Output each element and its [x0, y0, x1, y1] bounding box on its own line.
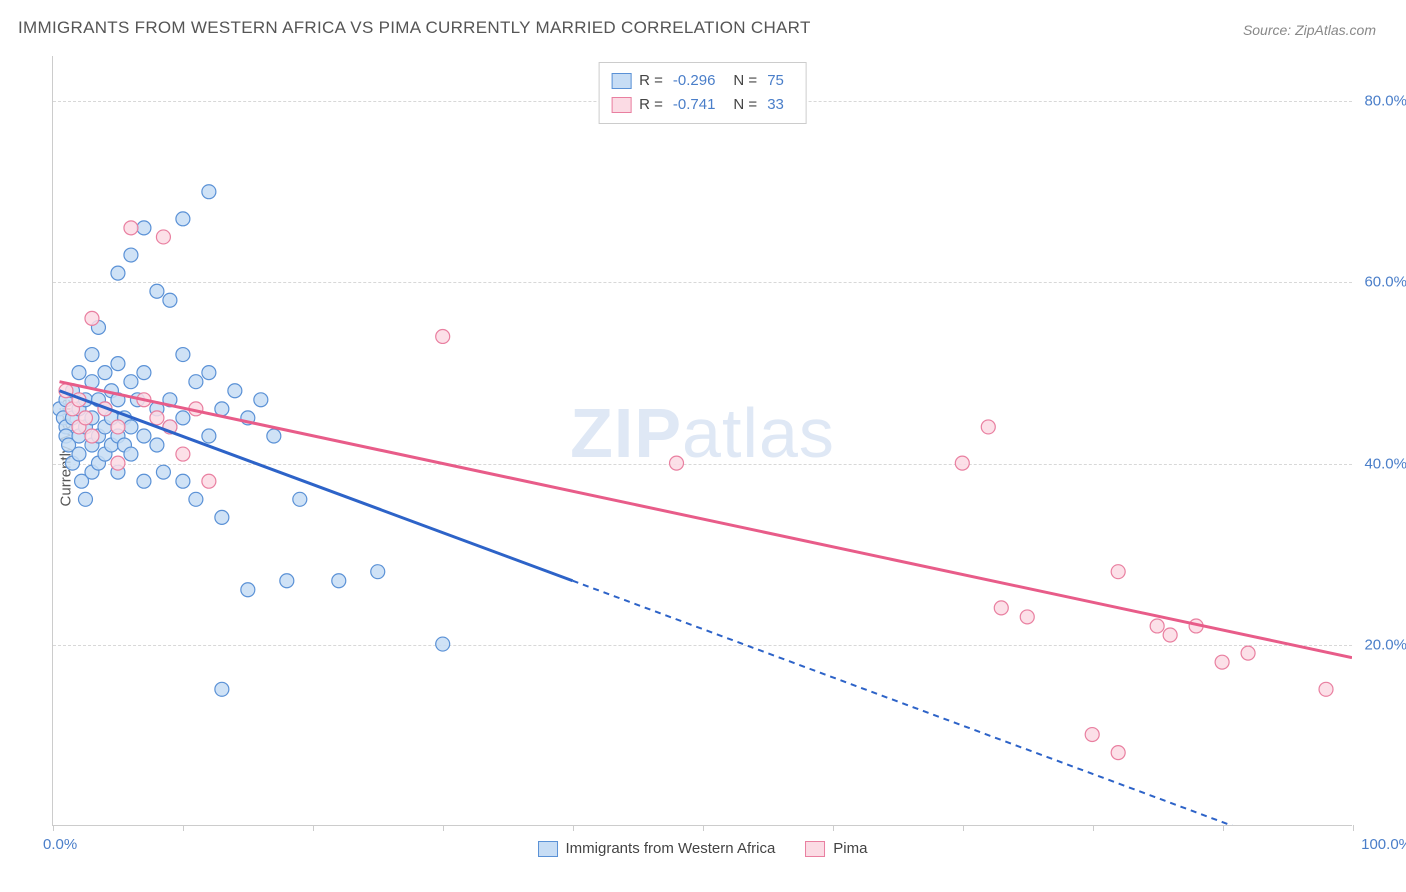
x-tick	[573, 825, 574, 831]
series-label-s1: Immigrants from Western Africa	[566, 840, 776, 857]
y-tick-label: 20.0%	[1364, 636, 1406, 653]
x-tick	[53, 825, 54, 831]
r-label: R =	[639, 93, 663, 117]
series-legend: Immigrants from Western Africa Pima	[538, 840, 868, 857]
swatch-s2-icon	[805, 841, 825, 857]
correlation-legend: R = -0.296 N = 75 R = -0.741 N = 33	[598, 62, 807, 124]
n-label: N =	[733, 93, 757, 117]
r-value-s1: -0.296	[673, 69, 716, 93]
x-tick	[703, 825, 704, 831]
legend-item-s2: Pima	[805, 840, 867, 857]
x-tick	[313, 825, 314, 831]
x-tick	[1223, 825, 1224, 831]
x-tick-max: 100.0%	[1361, 836, 1406, 853]
y-tick-label: 40.0%	[1364, 455, 1406, 472]
x-tick	[443, 825, 444, 831]
n-value-s2: 33	[767, 93, 784, 117]
n-value-s1: 75	[767, 69, 784, 93]
x-tick	[183, 825, 184, 831]
swatch-s2	[611, 97, 631, 113]
x-tick	[1093, 825, 1094, 831]
x-tick	[1353, 825, 1354, 831]
legend-row-s2: R = -0.741 N = 33	[611, 93, 794, 117]
y-tick-label: 80.0%	[1364, 93, 1406, 110]
source-attribution: Source: ZipAtlas.com	[1243, 22, 1376, 38]
swatch-s1-icon	[538, 841, 558, 857]
series-label-s2: Pima	[833, 840, 867, 857]
chart-title: IMMIGRANTS FROM WESTERN AFRICA VS PIMA C…	[18, 18, 811, 38]
swatch-s1	[611, 73, 631, 89]
legend-row-s1: R = -0.296 N = 75	[611, 69, 794, 93]
chart-plot-area: ZIPatlas R = -0.296 N = 75 R = -0.741 N …	[52, 56, 1352, 826]
r-label: R =	[639, 69, 663, 93]
x-tick	[963, 825, 964, 831]
x-tick-min: 0.0%	[43, 836, 77, 853]
n-label: N =	[733, 69, 757, 93]
legend-item-s1: Immigrants from Western Africa	[538, 840, 776, 857]
scatter-svg	[53, 56, 1352, 825]
x-tick	[833, 825, 834, 831]
y-tick-label: 60.0%	[1364, 274, 1406, 291]
r-value-s2: -0.741	[673, 93, 716, 117]
